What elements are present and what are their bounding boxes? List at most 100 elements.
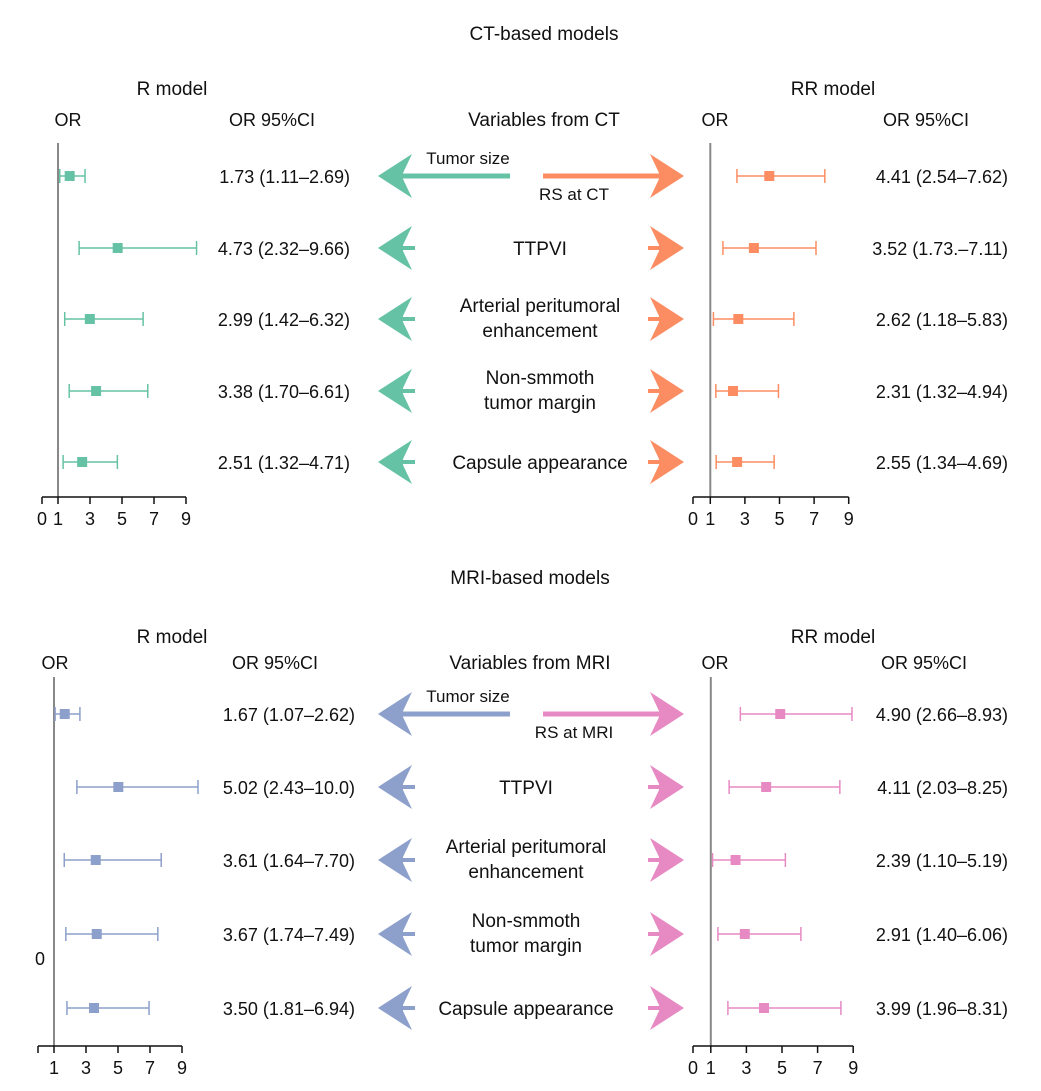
left-arrow-stub [400, 246, 415, 250]
forest-row: 3.38 (1.70–6.61) [68, 382, 350, 402]
left-arrow-icon [378, 912, 412, 956]
or-point-marker [733, 314, 744, 324]
rr-model-panel: RR model OR OR 95%CI 0 1 3 5 7 9 4.41 (2.54–7.62)… [688, 79, 1008, 529]
or-ci-label: 3.38 (1.70–6.61) [218, 382, 350, 402]
or-ci-label: 3.50 (1.81–6.94) [223, 999, 355, 1019]
left-arrow-icon [378, 838, 412, 882]
or-ci-label: 5.02 (2.43–10.0) [223, 778, 355, 798]
forest-row: 2.39 (1.10–5.19) [711, 851, 1008, 871]
left-arrow-stub [400, 1006, 415, 1010]
or-point-marker [764, 171, 775, 181]
or-ci-label: 2.91 (1.40–6.06) [876, 925, 1008, 945]
left-arrow-stub [400, 785, 415, 789]
or-column-header: OR [55, 110, 82, 130]
section-title: CT-based models [470, 24, 619, 45]
or-ci-label: 4.90 (2.66–8.93) [876, 705, 1008, 725]
variable-label: Non-smmoth tumor margin [470, 911, 582, 957]
x-tick-label: 1 [705, 509, 715, 529]
forest-row: 2.91 (1.40–6.06) [717, 925, 1008, 945]
left-arrow-icon [378, 692, 412, 736]
stray-zero-label: 0 [35, 949, 45, 969]
or-ci-label: 2.55 (1.34–4.69) [876, 453, 1008, 473]
left-arrow-icon [378, 297, 412, 341]
x-tick-label: 5 [777, 1058, 787, 1078]
forest-row: 2.99 (1.42–6.32) [63, 310, 350, 330]
or-column-header: OR [42, 653, 69, 673]
variable-label-r-only: Tumor size [426, 687, 509, 706]
or-point-marker [59, 709, 70, 719]
variable-label: Arterial peritumoral enhancement [446, 837, 607, 883]
variable-label-line: enhancement [468, 862, 584, 883]
variable-label: Capsule appearance [438, 999, 613, 1020]
forest-row: 2.55 (1.34–4.69) [715, 453, 1008, 473]
x-tick-label: 7 [149, 509, 159, 529]
or-ci-label: 1.67 (1.07–2.62) [223, 705, 355, 725]
left-arrow-icon [378, 440, 412, 484]
x-tick-label: 0 [37, 509, 47, 529]
right-arrow-shaft [543, 711, 663, 717]
or-ci-label: 3.52 (1.73.–7.11) [872, 239, 1008, 259]
x-tick-label: 7 [813, 1058, 823, 1078]
left-arrow-icon [378, 226, 412, 270]
or-ci-label: 4.41 (2.54–7.62) [876, 167, 1008, 187]
panel-title: RR model [791, 627, 875, 648]
ct-section: CT-based models Variables from CT R model O… [37, 24, 1008, 529]
right-arrow-icon [650, 765, 684, 809]
x-tick-label: 1 [49, 1058, 59, 1078]
forest-row: 4.90 (2.66–8.93) [739, 705, 1008, 725]
ci-column-header: OR 95%CI [229, 110, 315, 130]
or-point-marker [64, 171, 75, 181]
forest-row: 3.61 (1.64–7.70) [63, 851, 355, 871]
or-ci-label: 2.51 (1.32–4.71) [218, 453, 350, 473]
forest-row: 4.11 (2.03–8.25) [728, 778, 1008, 798]
or-point-marker [748, 243, 759, 253]
right-arrow-icon [650, 297, 684, 341]
x-tick-label: 3 [81, 1058, 91, 1078]
x-tick-label: 9 [844, 509, 854, 529]
right-arrow-icon [650, 912, 684, 956]
mri-section: MRI-based models Variables from MRI R mode… [35, 568, 1008, 1078]
or-ci-label: 1.73 (1.11–2.69) [219, 167, 350, 187]
variable-label-line: Non-smmoth [486, 368, 595, 389]
variable-label: Arterial peritumoral enhancement [460, 296, 621, 342]
right-arrow-stub [648, 785, 663, 789]
or-ci-label: 3.61 (1.64–7.70) [223, 851, 355, 871]
right-arrow-stub [648, 858, 663, 862]
right-arrow-icon [650, 226, 684, 270]
or-point-marker [91, 386, 102, 396]
x-tick-label: 0 [688, 509, 698, 529]
or-column-header: OR [702, 653, 729, 673]
x-tick-label: 9 [177, 1058, 187, 1078]
or-point-marker [759, 1003, 770, 1013]
forest-row: 4.41 (2.54–7.62) [736, 167, 1008, 187]
forest-row: 2.62 (1.18–5.83) [712, 310, 1008, 330]
left-arrow-icon [378, 986, 412, 1030]
or-ci-label: 3.67 (1.74–7.49) [223, 925, 355, 945]
variable-label-rr-only: RS at MRI [535, 723, 613, 742]
variable-label: TTPVI [499, 778, 553, 799]
or-point-marker [727, 386, 738, 396]
variable-label-r-only: Tumor size [426, 149, 509, 168]
panel-title: R model [137, 79, 208, 100]
or-ci-label: 2.62 (1.18–5.83) [876, 310, 1008, 330]
right-arrow-stub [648, 389, 663, 393]
variable-label-line: tumor margin [484, 393, 596, 414]
or-point-marker [91, 929, 102, 939]
panel-title: RR model [791, 79, 875, 100]
or-point-marker [739, 929, 750, 939]
x-tick-label: 5 [774, 509, 784, 529]
variable-label-line: tumor margin [470, 936, 582, 957]
left-arrow-shaft [400, 711, 510, 717]
panel-title: R model [137, 627, 208, 648]
forest-row: 1.67 (1.07–2.62) [54, 705, 355, 725]
left-arrow-icon [378, 765, 412, 809]
variable-label-line: Arterial peritumoral [460, 296, 621, 317]
left-arrow-stub [400, 317, 415, 321]
variables-header: Variables from CT [468, 110, 620, 131]
left-arrow-icon [378, 154, 412, 198]
variables-column: Tumor size RS at CT TTPVI Arterial peritumo… [378, 149, 684, 484]
or-point-marker [89, 1003, 99, 1013]
or-ci-label: 3.99 (1.96–8.31) [876, 999, 1008, 1019]
ci-column-header: OR 95%CI [232, 653, 318, 673]
